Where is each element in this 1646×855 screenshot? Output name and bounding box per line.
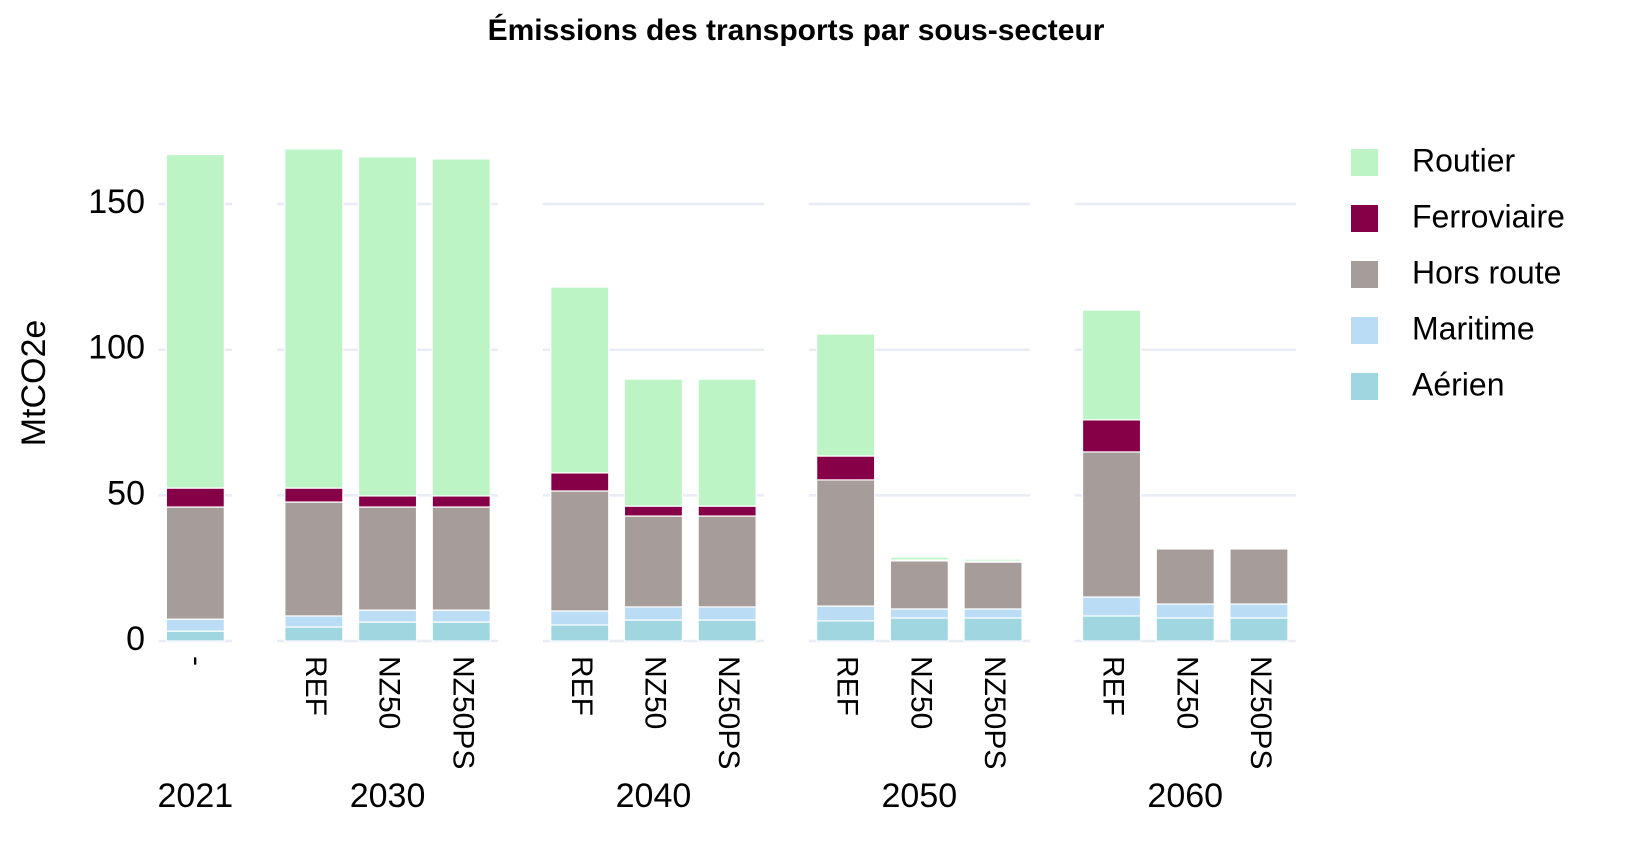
bar-segment <box>1081 419 1142 453</box>
bar-segment <box>431 506 491 611</box>
bar-segment <box>284 148 344 489</box>
category-label: - <box>180 656 213 666</box>
panel-label: 2050 <box>882 777 958 815</box>
bar-segment <box>1081 615 1142 642</box>
bar-segment <box>431 609 491 623</box>
bar-segment <box>284 615 344 628</box>
bar-segment <box>165 153 225 489</box>
category-label: NZ50 <box>373 656 406 729</box>
bar-segment <box>1229 617 1289 642</box>
bar-segment <box>550 286 610 474</box>
bar-segment <box>816 620 876 642</box>
bar-segment <box>1081 451 1142 598</box>
bar-segment <box>963 561 1023 610</box>
legend-swatch <box>1351 261 1378 288</box>
category-label: NZ50 <box>1170 656 1203 729</box>
legend-label: Ferroviaire <box>1412 198 1565 234</box>
bar-segment <box>357 621 418 642</box>
bar-segment <box>963 617 1023 642</box>
bar-segment <box>816 605 876 622</box>
bar-segment <box>284 487 344 503</box>
panel-label: 2060 <box>1147 777 1223 815</box>
category-label: REF <box>831 656 864 716</box>
legend-label: Hors route <box>1412 254 1561 290</box>
bar-segment <box>165 487 225 508</box>
category-label: NZ50PS <box>446 656 479 769</box>
bar-segment <box>165 618 225 632</box>
panel-label: 2040 <box>616 777 692 815</box>
bar-segment <box>1229 548 1289 605</box>
bar-segment <box>697 606 757 621</box>
bar-segment <box>1229 603 1289 619</box>
category-label: NZ50PS <box>712 656 745 769</box>
bar-segment <box>431 158 491 497</box>
bar-segment <box>357 495 418 508</box>
bar-segment <box>357 506 418 611</box>
bar-segment <box>550 490 610 612</box>
category-label: NZ50PS <box>1244 656 1277 769</box>
legend-label: Maritime <box>1412 310 1535 346</box>
bar-segment <box>816 333 876 457</box>
legend-label: Routier <box>1412 142 1516 178</box>
bar-segment <box>889 556 949 561</box>
panel-label: 2021 <box>158 777 234 815</box>
bar-segment <box>697 619 757 642</box>
category-label: REF <box>565 656 598 716</box>
bar-segment <box>623 606 684 621</box>
category-label: NZ50PS <box>978 656 1011 769</box>
bar-segment <box>431 621 491 642</box>
category-label: NZ50 <box>904 656 937 729</box>
y-axis-title: MtCO2e <box>15 320 53 447</box>
category-label: NZ50 <box>639 656 672 729</box>
legend-swatch <box>1351 149 1378 176</box>
y-tick-label: 0 <box>126 620 145 658</box>
bar-segment <box>165 630 225 642</box>
bar-segment <box>623 619 684 642</box>
bar-segment <box>284 626 344 642</box>
bar-segment <box>284 501 344 617</box>
chart-title: Émissions des transports par sous-secteu… <box>488 13 1105 47</box>
bar-segment <box>357 609 418 623</box>
bar-segment <box>963 608 1023 619</box>
legend-label: Aérien <box>1412 366 1505 402</box>
y-tick-label: 50 <box>107 474 145 512</box>
y-tick-label: 100 <box>88 329 145 367</box>
bar-segment <box>889 560 949 610</box>
bar-segment <box>697 378 757 507</box>
legend-swatch <box>1351 317 1378 344</box>
bar-segment <box>1155 548 1215 605</box>
category-label: REF <box>1097 656 1130 716</box>
bar-segment <box>550 472 610 492</box>
bar-segment <box>1081 309 1142 421</box>
bar-segment <box>623 515 684 608</box>
category-label: REF <box>299 656 332 716</box>
bar-segment <box>357 156 418 497</box>
bar-segment <box>963 558 1023 562</box>
bar-segment <box>623 505 684 517</box>
bar-segment <box>550 624 610 642</box>
bar-segment <box>816 479 876 607</box>
bar-segment <box>623 378 684 507</box>
y-tick-label: 150 <box>88 183 145 221</box>
bar-segment <box>550 610 610 626</box>
panel-label: 2030 <box>350 777 426 815</box>
bar-segment <box>165 506 225 620</box>
bar-segment <box>1155 603 1215 619</box>
legend-swatch <box>1351 373 1378 400</box>
bar-segment <box>889 608 949 619</box>
bar-segment <box>697 515 757 608</box>
bar-segment <box>816 455 876 481</box>
bar-segment <box>1081 596 1142 617</box>
bar-segment <box>1155 617 1215 642</box>
legend-swatch <box>1351 205 1378 232</box>
bar-segment <box>431 495 491 508</box>
bar-segment <box>697 505 757 517</box>
bar-segment <box>889 617 949 642</box>
